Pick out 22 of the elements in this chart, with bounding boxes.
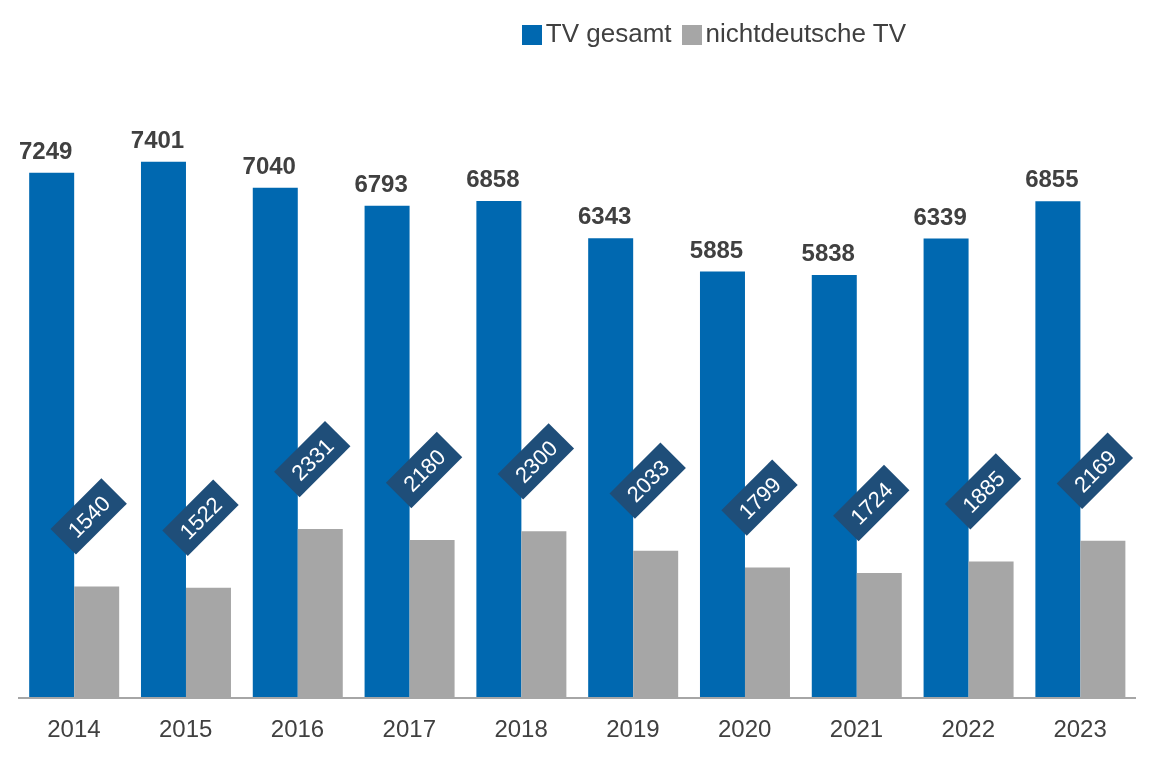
x-tick-label: 2017 [382,715,436,743]
data-label: 6339 [913,202,967,230]
x-tick-label: 2018 [494,715,548,743]
data-label: 7040 [242,151,296,179]
data-label: 6343 [577,202,632,230]
data-label: 7249 [18,136,73,164]
x-tick-label: 2022 [941,715,995,743]
x-tick-label: 2020 [718,715,772,743]
x-tick-label: 2023 [1053,715,1107,743]
x-tick-label: 2016 [270,715,325,743]
x-tick-label: 2015 [159,715,213,743]
legend-label: TV gesamt [545,18,672,48]
x-tick-label: 2019 [606,715,660,743]
x-tick-label: 2021 [829,715,884,743]
x-tick-label: 2014 [47,715,101,743]
data-label: 6855 [1025,165,1079,193]
data-label: 6858 [466,164,520,192]
data-label: 5885 [689,235,744,263]
data-label: 6793 [354,169,408,197]
legend-label: nichtdeutsche TV [705,18,906,48]
data-label: 7401 [130,125,185,153]
data-label: 5838 [801,238,855,266]
